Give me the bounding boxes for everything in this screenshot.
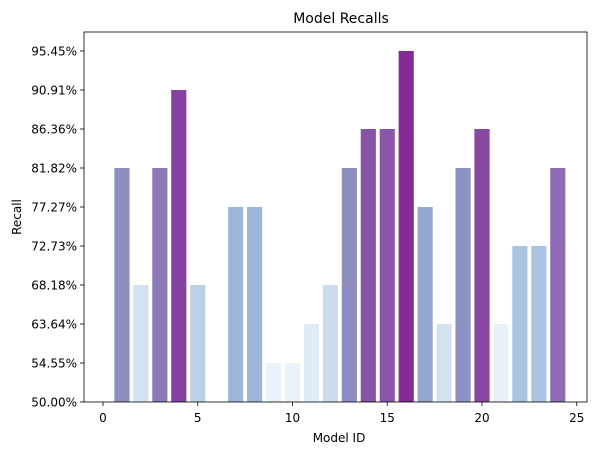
y-tick-label: 68.18% <box>31 279 77 293</box>
bar-model-7 <box>228 207 244 402</box>
bar-model-4 <box>171 90 187 402</box>
x-axis-ticks: 0 5 10 15 20 25 <box>99 402 584 425</box>
x-tick-label: 25 <box>569 411 584 425</box>
bar-model-12 <box>322 285 338 402</box>
x-tick-label: 20 <box>474 411 489 425</box>
bar-model-17 <box>417 207 433 402</box>
y-axis-label: Recall <box>10 199 24 235</box>
x-tick-label: 5 <box>194 411 202 425</box>
bar-model-2 <box>133 285 149 402</box>
y-tick-label: 50.00% <box>31 396 77 410</box>
bar-model-22 <box>512 246 528 402</box>
y-tick-label: 81.82% <box>31 162 77 176</box>
bar-model-10 <box>284 363 301 402</box>
y-tick-label: 77.27% <box>31 201 77 215</box>
x-axis-label: Model ID <box>313 431 366 445</box>
bar-model-21 <box>493 324 509 402</box>
bar-model-1 <box>114 168 130 402</box>
bar-model-20 <box>474 129 490 402</box>
bar-model-8 <box>247 207 263 402</box>
bar-model-3 <box>152 168 168 402</box>
bar-model-13 <box>341 168 357 402</box>
bar-model-18 <box>436 324 452 402</box>
chart-title: Model Recalls <box>293 11 389 27</box>
y-axis-ticks: 50.00% 54.55% 63.64% 68.18% 72.73% 77.27% 81.8… <box>31 45 84 410</box>
bar-model-24 <box>550 168 566 402</box>
x-tick-label: 0 <box>99 411 107 425</box>
y-tick-label: 95.45% <box>31 45 77 59</box>
y-tick-label: 86.36% <box>31 123 77 137</box>
bar-model-9 <box>265 363 282 402</box>
y-tick-label: 63.64% <box>31 318 77 332</box>
y-tick-label: 90.91% <box>31 84 77 98</box>
bar-model-23 <box>531 246 547 402</box>
bars-group <box>114 51 566 402</box>
bar-model-5 <box>190 285 206 402</box>
bar-model-15 <box>379 129 395 402</box>
bar-model-19 <box>455 168 471 402</box>
bar-model-11 <box>303 324 320 402</box>
x-tick-label: 10 <box>285 411 300 425</box>
y-tick-label: 54.55% <box>31 357 77 371</box>
plot-frame <box>83 31 588 403</box>
bar-model-16 <box>398 51 414 402</box>
x-tick-label: 15 <box>380 411 395 425</box>
y-tick-label: 72.73% <box>31 240 77 254</box>
bar-model-14 <box>360 129 376 402</box>
